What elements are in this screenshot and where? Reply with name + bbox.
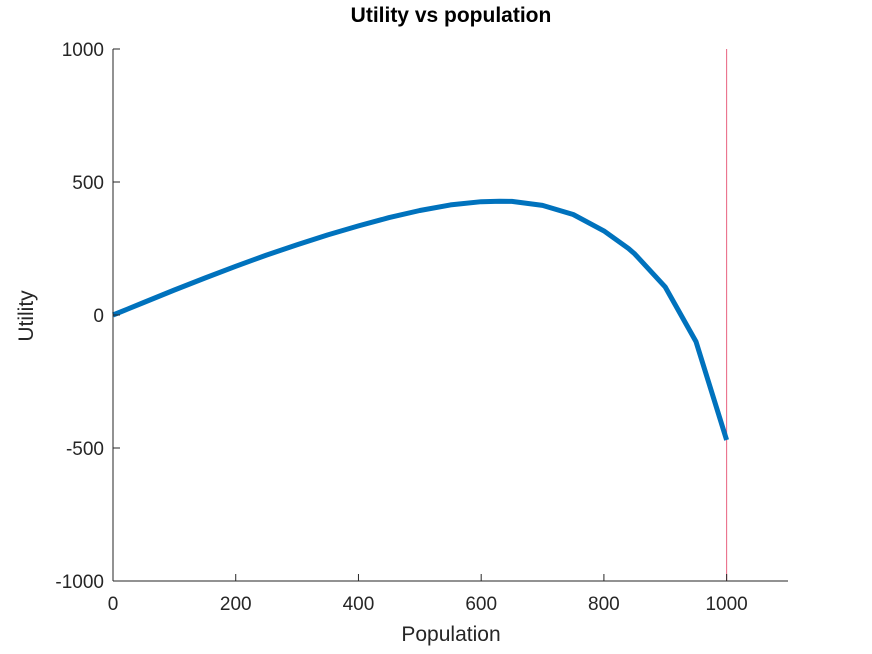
y-axis: -1000 -500 0 500 1000 <box>55 40 120 593</box>
y-tick-label: -500 <box>66 439 104 460</box>
y-tick-label: 500 <box>72 173 104 194</box>
x-tick-label: 1000 <box>705 594 747 615</box>
x-axis-title: Population <box>401 623 500 646</box>
y-tick-label: 0 <box>93 306 104 327</box>
series-line <box>112 198 729 441</box>
y-axis-title: Utility <box>15 290 38 342</box>
plot-area <box>112 49 729 581</box>
x-tick-label: 0 <box>108 594 119 615</box>
x-axis: 0 200 400 600 800 1000 <box>108 574 788 615</box>
y-tick-label: 1000 <box>62 40 104 61</box>
x-tick-label: 200 <box>220 594 252 615</box>
y-tick-label: -1000 <box>55 572 104 593</box>
chart-title: Utility vs population <box>351 4 552 27</box>
x-tick-label: 600 <box>465 594 497 615</box>
x-tick-label: 400 <box>343 594 375 615</box>
x-tick-label: 800 <box>588 594 620 615</box>
